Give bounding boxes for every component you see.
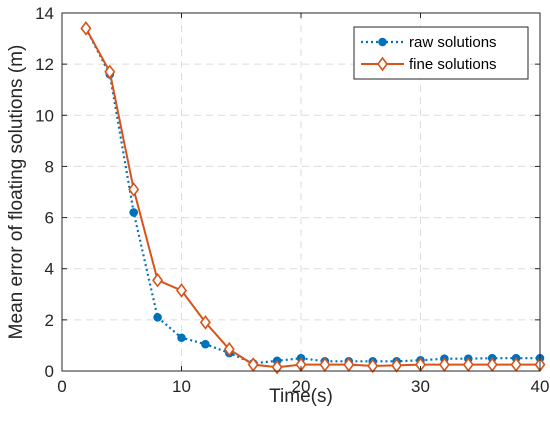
y-tick-label: 2 xyxy=(45,311,54,330)
y-tick-label: 8 xyxy=(45,157,54,176)
x-axis-title: Time(s) xyxy=(269,386,333,407)
data-point-fine-solutions xyxy=(128,182,140,197)
legend-marker-raw-solutions xyxy=(378,37,387,47)
y-tick-label: 14 xyxy=(35,4,54,23)
data-point-fine-solutions xyxy=(367,358,379,374)
data-point-raw-solutions xyxy=(153,313,162,322)
data-point-raw-solutions xyxy=(201,339,210,349)
legend-item-raw-solutions: raw solutions xyxy=(361,34,497,51)
y-tick-label: 6 xyxy=(45,209,54,228)
data-point-fine-solutions xyxy=(199,315,211,330)
y-tick-label: 4 xyxy=(45,260,54,279)
y-tick-label: 0 xyxy=(45,362,54,381)
data-point-fine-solutions xyxy=(271,359,283,375)
y-tick-label: 12 xyxy=(35,55,54,74)
legend-item-fine-solutions: fine solutions xyxy=(361,56,497,73)
x-tick-label: 10 xyxy=(172,377,191,396)
y-tick-label: 10 xyxy=(35,106,54,125)
axis-ticks: 0 10 20 30 40 0 2 4 6 8 10 12 14 xyxy=(35,4,549,396)
x-tick-label: 0 xyxy=(57,377,66,396)
data-point-fine-solutions xyxy=(104,64,116,80)
data-point-raw-solutions xyxy=(129,208,138,217)
data-point-fine-solutions xyxy=(80,21,92,36)
legend-marker-fine-solutions xyxy=(377,56,388,72)
x-tick-label: 30 xyxy=(411,377,430,396)
legend-label-raw-solutions: raw solutions xyxy=(409,34,497,51)
x-tick-label: 40 xyxy=(531,377,550,396)
y-axis-title: Mean error of floating solutions (m) xyxy=(6,45,27,340)
data-point-fine-solutions xyxy=(223,341,235,357)
legend: raw solutions fine solutions xyxy=(353,26,529,80)
data-point-fine-solutions xyxy=(152,272,164,288)
x-tick-label: 20 xyxy=(292,377,311,396)
data-point-fine-solutions xyxy=(176,283,187,298)
legend-label-fine-solutions: fine solutions xyxy=(409,56,497,73)
data-point-raw-solutions xyxy=(177,333,186,343)
